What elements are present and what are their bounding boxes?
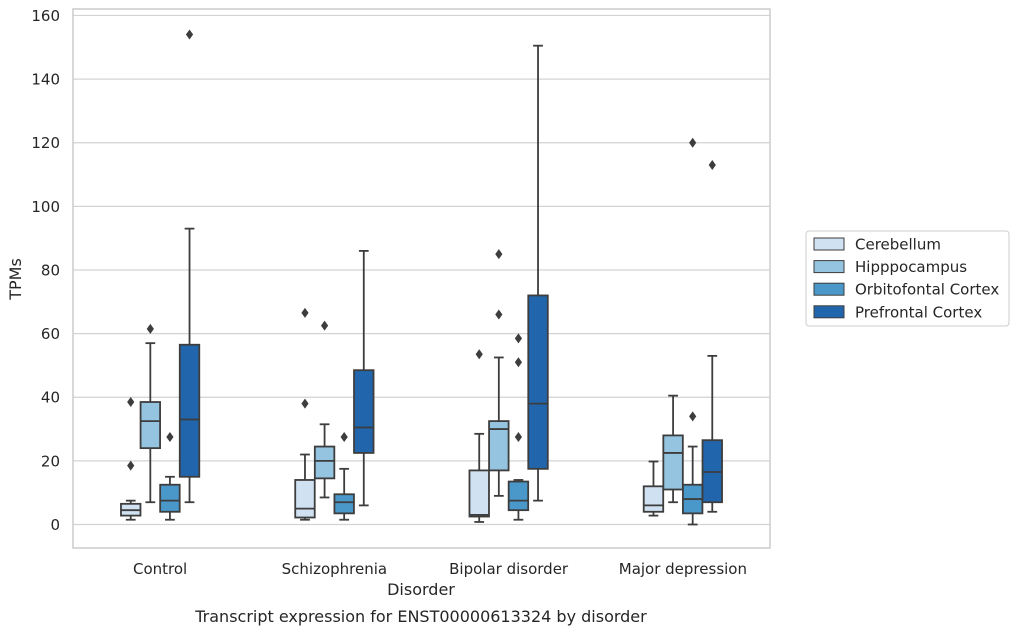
plot-frame <box>72 8 771 549</box>
box <box>120 397 142 521</box>
y-axis-label: TPMs <box>6 258 25 301</box>
box-body <box>333 493 355 515</box>
box <box>507 333 530 521</box>
box <box>353 249 375 507</box>
y-tick-label: 80 <box>41 261 60 279</box>
y-tick-label: 60 <box>41 325 60 343</box>
y-tick-label: 0 <box>50 516 60 534</box>
legend-label: Orbitofontal Cortex <box>855 281 999 299</box>
outlier-point <box>301 398 309 409</box>
outlier-point <box>146 323 154 334</box>
chart-caption: Transcript expression for ENST0000061332… <box>194 607 647 626</box>
legend-swatch <box>813 237 845 251</box>
x-tick-label: Bipolar disorder <box>449 560 569 578</box>
box-body <box>353 369 375 454</box>
box <box>488 249 510 497</box>
x-tick-label: Major depression <box>619 560 747 578</box>
outlier-point <box>514 357 523 368</box>
box-body <box>488 420 510 472</box>
outlier-point <box>185 29 194 40</box>
legend-swatch <box>813 260 845 274</box>
box-body <box>507 480 530 512</box>
legend-label: Hipppocampus <box>855 258 967 276</box>
outlier-point <box>166 432 174 443</box>
box <box>701 159 723 513</box>
box-body <box>468 469 490 518</box>
legend-items: Cerebellum Hipppocampus Orbitofontal Corte… <box>813 236 999 321</box>
outlier-point <box>689 137 697 148</box>
box <box>294 307 316 521</box>
outlier-point <box>495 249 503 260</box>
box-body <box>294 479 316 519</box>
y-tick-label: 40 <box>41 389 60 407</box>
outlier-point <box>301 307 309 318</box>
box-body <box>178 343 201 478</box>
y-tick-label: 160 <box>31 7 60 25</box>
box-series <box>120 29 723 526</box>
outlier-point <box>708 159 716 170</box>
y-tick-label: 20 <box>41 452 60 470</box>
y-axis-ticks: 0 20 40 60 80 100 120 140 160 <box>31 7 60 534</box>
x-tick-label: Schizophrenia <box>282 560 387 578</box>
legend-swatch <box>813 305 845 319</box>
box <box>178 29 201 504</box>
box <box>468 349 490 523</box>
legend-frame <box>805 230 1010 327</box>
box-body <box>313 445 336 480</box>
y-tick-label: 140 <box>31 71 60 89</box>
x-axis-label: Disorder <box>387 580 455 599</box>
x-tick-label: Control <box>133 560 187 578</box>
outlier-point <box>514 432 523 443</box>
outlier-point <box>689 411 697 422</box>
legend-label: Prefrontal Cortex <box>855 303 982 321</box>
box <box>662 394 684 504</box>
outlier-point <box>495 309 503 320</box>
legend-swatch <box>813 282 845 296</box>
box <box>313 320 336 499</box>
outlier-point <box>514 333 523 344</box>
outlier-point <box>320 320 329 331</box>
box <box>139 323 161 504</box>
box-body <box>662 434 684 491</box>
box-body <box>159 483 181 513</box>
legend-label: Cerebellum <box>855 236 941 254</box>
y-tick-label: 100 <box>31 198 60 216</box>
box <box>527 44 549 502</box>
box <box>159 432 181 521</box>
box <box>642 460 665 517</box>
box <box>333 432 355 521</box>
outlier-point <box>127 397 135 408</box>
outlier-point <box>475 349 483 360</box>
x-axis-ticks: Control Schizophrenia Bipolar disorder Majo… <box>133 560 747 578</box>
outlier-point <box>127 460 135 471</box>
box-body <box>139 401 161 450</box>
outlier-point <box>340 432 348 443</box>
y-tick-label: 120 <box>31 134 60 152</box>
legend: Cerebellum Hipppocampus Orbitofontal Corte… <box>805 230 1010 327</box>
box-body <box>642 485 665 513</box>
box-body <box>527 294 549 470</box>
